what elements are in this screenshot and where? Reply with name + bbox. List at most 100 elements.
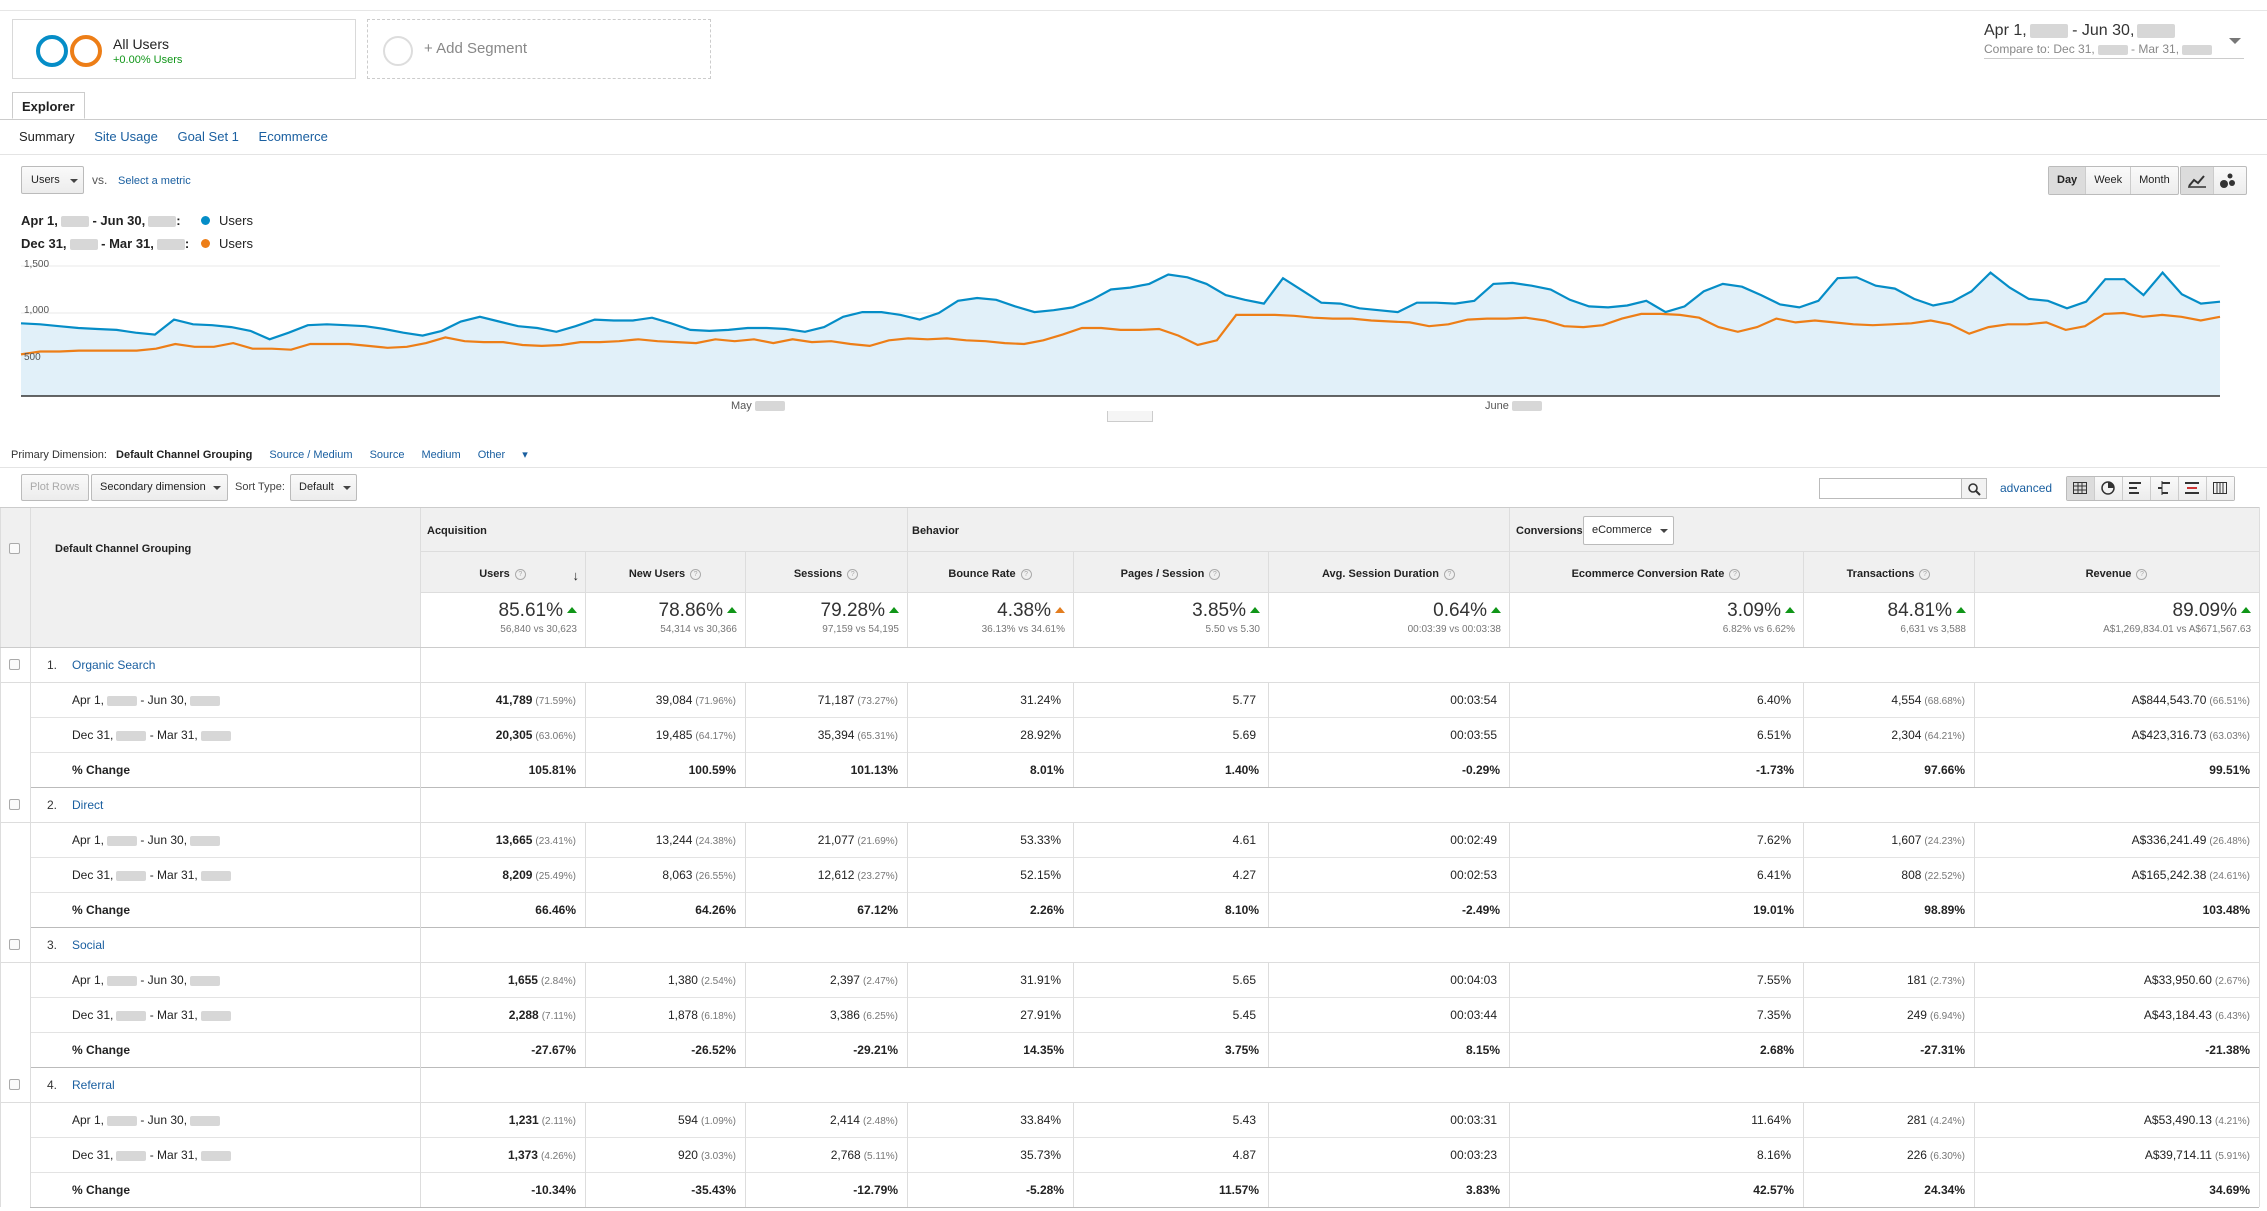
- column-header-transactions[interactable]: Transactions?: [1803, 568, 1974, 580]
- summary-change-value: 89.09%: [2172, 600, 2237, 621]
- column-header-sessions[interactable]: Sessions?: [745, 568, 907, 580]
- date-range-b: - Jun 30,: [137, 833, 188, 847]
- group-acquisition: Acquisition: [427, 525, 487, 537]
- segment-ring-orange-icon: [70, 35, 102, 67]
- row-checkbox[interactable]: [9, 659, 20, 670]
- column-header-ecommerce-conversion-rate[interactable]: Ecommerce Conversion Rate?: [1509, 568, 1803, 580]
- view-term-cloud-button[interactable]: [2179, 477, 2207, 500]
- row-dimension-link[interactable]: Direct: [72, 798, 104, 812]
- subtab-summary[interactable]: Summary: [19, 129, 75, 144]
- redacted-year: [2182, 44, 2213, 55]
- help-icon[interactable]: ?: [2136, 568, 2148, 580]
- table-cell: 808 (22.52%): [1803, 868, 1965, 882]
- cell-value: 31.24%: [1020, 693, 1061, 707]
- subtab-goal-set-1[interactable]: Goal Set 1: [177, 129, 239, 144]
- help-icon[interactable]: ?: [847, 568, 859, 580]
- column-header-new-users[interactable]: New Users?: [585, 568, 745, 580]
- cell-value: 12,612: [817, 868, 855, 882]
- view-performance-button[interactable]: [2123, 477, 2151, 500]
- view-comparison-button[interactable]: [2151, 477, 2179, 500]
- cell-value: 00:03:44: [1450, 1008, 1497, 1022]
- table-search-input[interactable]: [1819, 478, 1962, 499]
- summary-change: 79.28%: [745, 600, 899, 622]
- sort-type-dropdown[interactable]: Default: [290, 474, 357, 501]
- redacted-year: [116, 1010, 147, 1021]
- cell-share: (4.26%): [540, 1151, 576, 1162]
- cell-share: (24.23%): [1924, 836, 1965, 847]
- chart-resize-handle[interactable]: [1107, 411, 1153, 422]
- view-pivot-button[interactable]: [2207, 477, 2234, 500]
- row-dimension-link[interactable]: Referral: [72, 1078, 115, 1092]
- column-divider: [585, 822, 586, 927]
- column-header-users[interactable]: Users? ↓: [420, 568, 585, 583]
- row-dimension-link[interactable]: Social: [72, 938, 105, 952]
- select-all-checkbox[interactable]: [9, 543, 20, 554]
- row-checkbox[interactable]: [9, 939, 20, 950]
- compare-to[interactable]: Compare to: Dec 31, - Mar 31,: [1984, 42, 2213, 56]
- row-divider: [30, 1172, 2259, 1173]
- row-index: 4.: [47, 1078, 58, 1092]
- tab-explorer[interactable]: Explorer: [12, 92, 85, 119]
- subtab-ecommerce[interactable]: Ecommerce: [258, 129, 328, 144]
- row-date-range: Dec 31, - Mar 31,: [72, 868, 231, 882]
- column-header-revenue[interactable]: Revenue?: [1974, 568, 2259, 580]
- select-metric-link[interactable]: Select a metric: [118, 175, 191, 187]
- sort-descending-icon[interactable]: ↓: [572, 568, 580, 583]
- week-button[interactable]: Week: [2086, 167, 2132, 194]
- redacted-year: [1511, 401, 1542, 412]
- dimension-header[interactable]: Default Channel Grouping: [55, 543, 192, 555]
- column-divider: [907, 682, 908, 787]
- table-cell: 66.46%: [535, 903, 576, 917]
- column-divider: [1073, 1102, 1074, 1207]
- dim-medium[interactable]: Medium: [421, 449, 461, 461]
- day-button[interactable]: Day: [2049, 167, 2087, 194]
- view-pie-button[interactable]: [2095, 477, 2123, 500]
- column-header-avg-session-duration[interactable]: Avg. Session Duration?: [1268, 568, 1509, 580]
- subtab-site-usage[interactable]: Site Usage: [94, 129, 158, 144]
- date-range-a: Dec 31,: [72, 1008, 114, 1022]
- cell-value: 5.43: [1232, 1113, 1256, 1127]
- dim-default-channel-grouping[interactable]: Default Channel Grouping: [116, 449, 253, 461]
- help-icon[interactable]: ?: [1729, 568, 1741, 580]
- users-line-chart: [20, 265, 2221, 397]
- row-dimension-link[interactable]: Organic Search: [72, 658, 156, 672]
- help-icon[interactable]: ?: [1209, 568, 1221, 580]
- help-icon[interactable]: ?: [1020, 568, 1032, 580]
- date-range-selector[interactable]: Apr 1, - Jun 30,: [1984, 22, 2176, 40]
- month-button[interactable]: Month: [2139, 174, 2170, 186]
- search-button[interactable]: [1962, 478, 1987, 499]
- help-icon[interactable]: ?: [1443, 568, 1455, 580]
- add-segment-button[interactable]: + Add Segment: [367, 19, 711, 79]
- conversion-type-dropdown[interactable]: eCommerce: [1583, 516, 1674, 545]
- help-icon[interactable]: ?: [1919, 568, 1931, 580]
- dim-source-medium[interactable]: Source / Medium: [269, 449, 353, 461]
- advanced-filter-link[interactable]: advanced: [2000, 481, 2053, 495]
- cell-share: (71.59%): [535, 696, 576, 707]
- metric-dropdown[interactable]: Users: [21, 166, 84, 194]
- dim-other[interactable]: Other ▾: [477, 449, 528, 461]
- motion-chart-button[interactable]: [2214, 167, 2246, 194]
- row-checkbox[interactable]: [9, 1079, 20, 1090]
- row-index: 3.: [47, 938, 58, 952]
- column-header-pages-session[interactable]: Pages / Session?: [1073, 568, 1268, 580]
- cell-share: (6.94%): [1929, 1011, 1965, 1022]
- chevron-down-icon: [70, 179, 78, 183]
- view-data-table-button[interactable]: [2067, 477, 2095, 500]
- column-divider: [1073, 682, 1074, 787]
- help-icon[interactable]: ?: [690, 568, 702, 580]
- row-checkbox[interactable]: [9, 799, 20, 810]
- secondary-dimension-dropdown[interactable]: Secondary dimension: [91, 474, 228, 501]
- column-header-bounce-rate[interactable]: Bounce Rate?: [907, 568, 1073, 580]
- table-cell: 1,655 (2.84%): [420, 973, 576, 987]
- line-chart-button[interactable]: [2181, 167, 2214, 194]
- search-icon: [1968, 483, 1981, 496]
- cell-value: 2,397: [829, 973, 860, 987]
- segment-all-users[interactable]: All Users +0.00% Users: [12, 19, 356, 79]
- table-cell: 2,288 (7.11%): [420, 1008, 576, 1022]
- dim-source[interactable]: Source: [369, 449, 405, 461]
- cell-value: 4.27: [1232, 868, 1256, 882]
- summary-compare: 97,159 vs 54,195: [822, 624, 899, 635]
- plot-rows-button[interactable]: Plot Rows: [21, 474, 89, 501]
- help-icon[interactable]: ?: [514, 568, 526, 580]
- date-dropdown-icon[interactable]: [2229, 38, 2241, 44]
